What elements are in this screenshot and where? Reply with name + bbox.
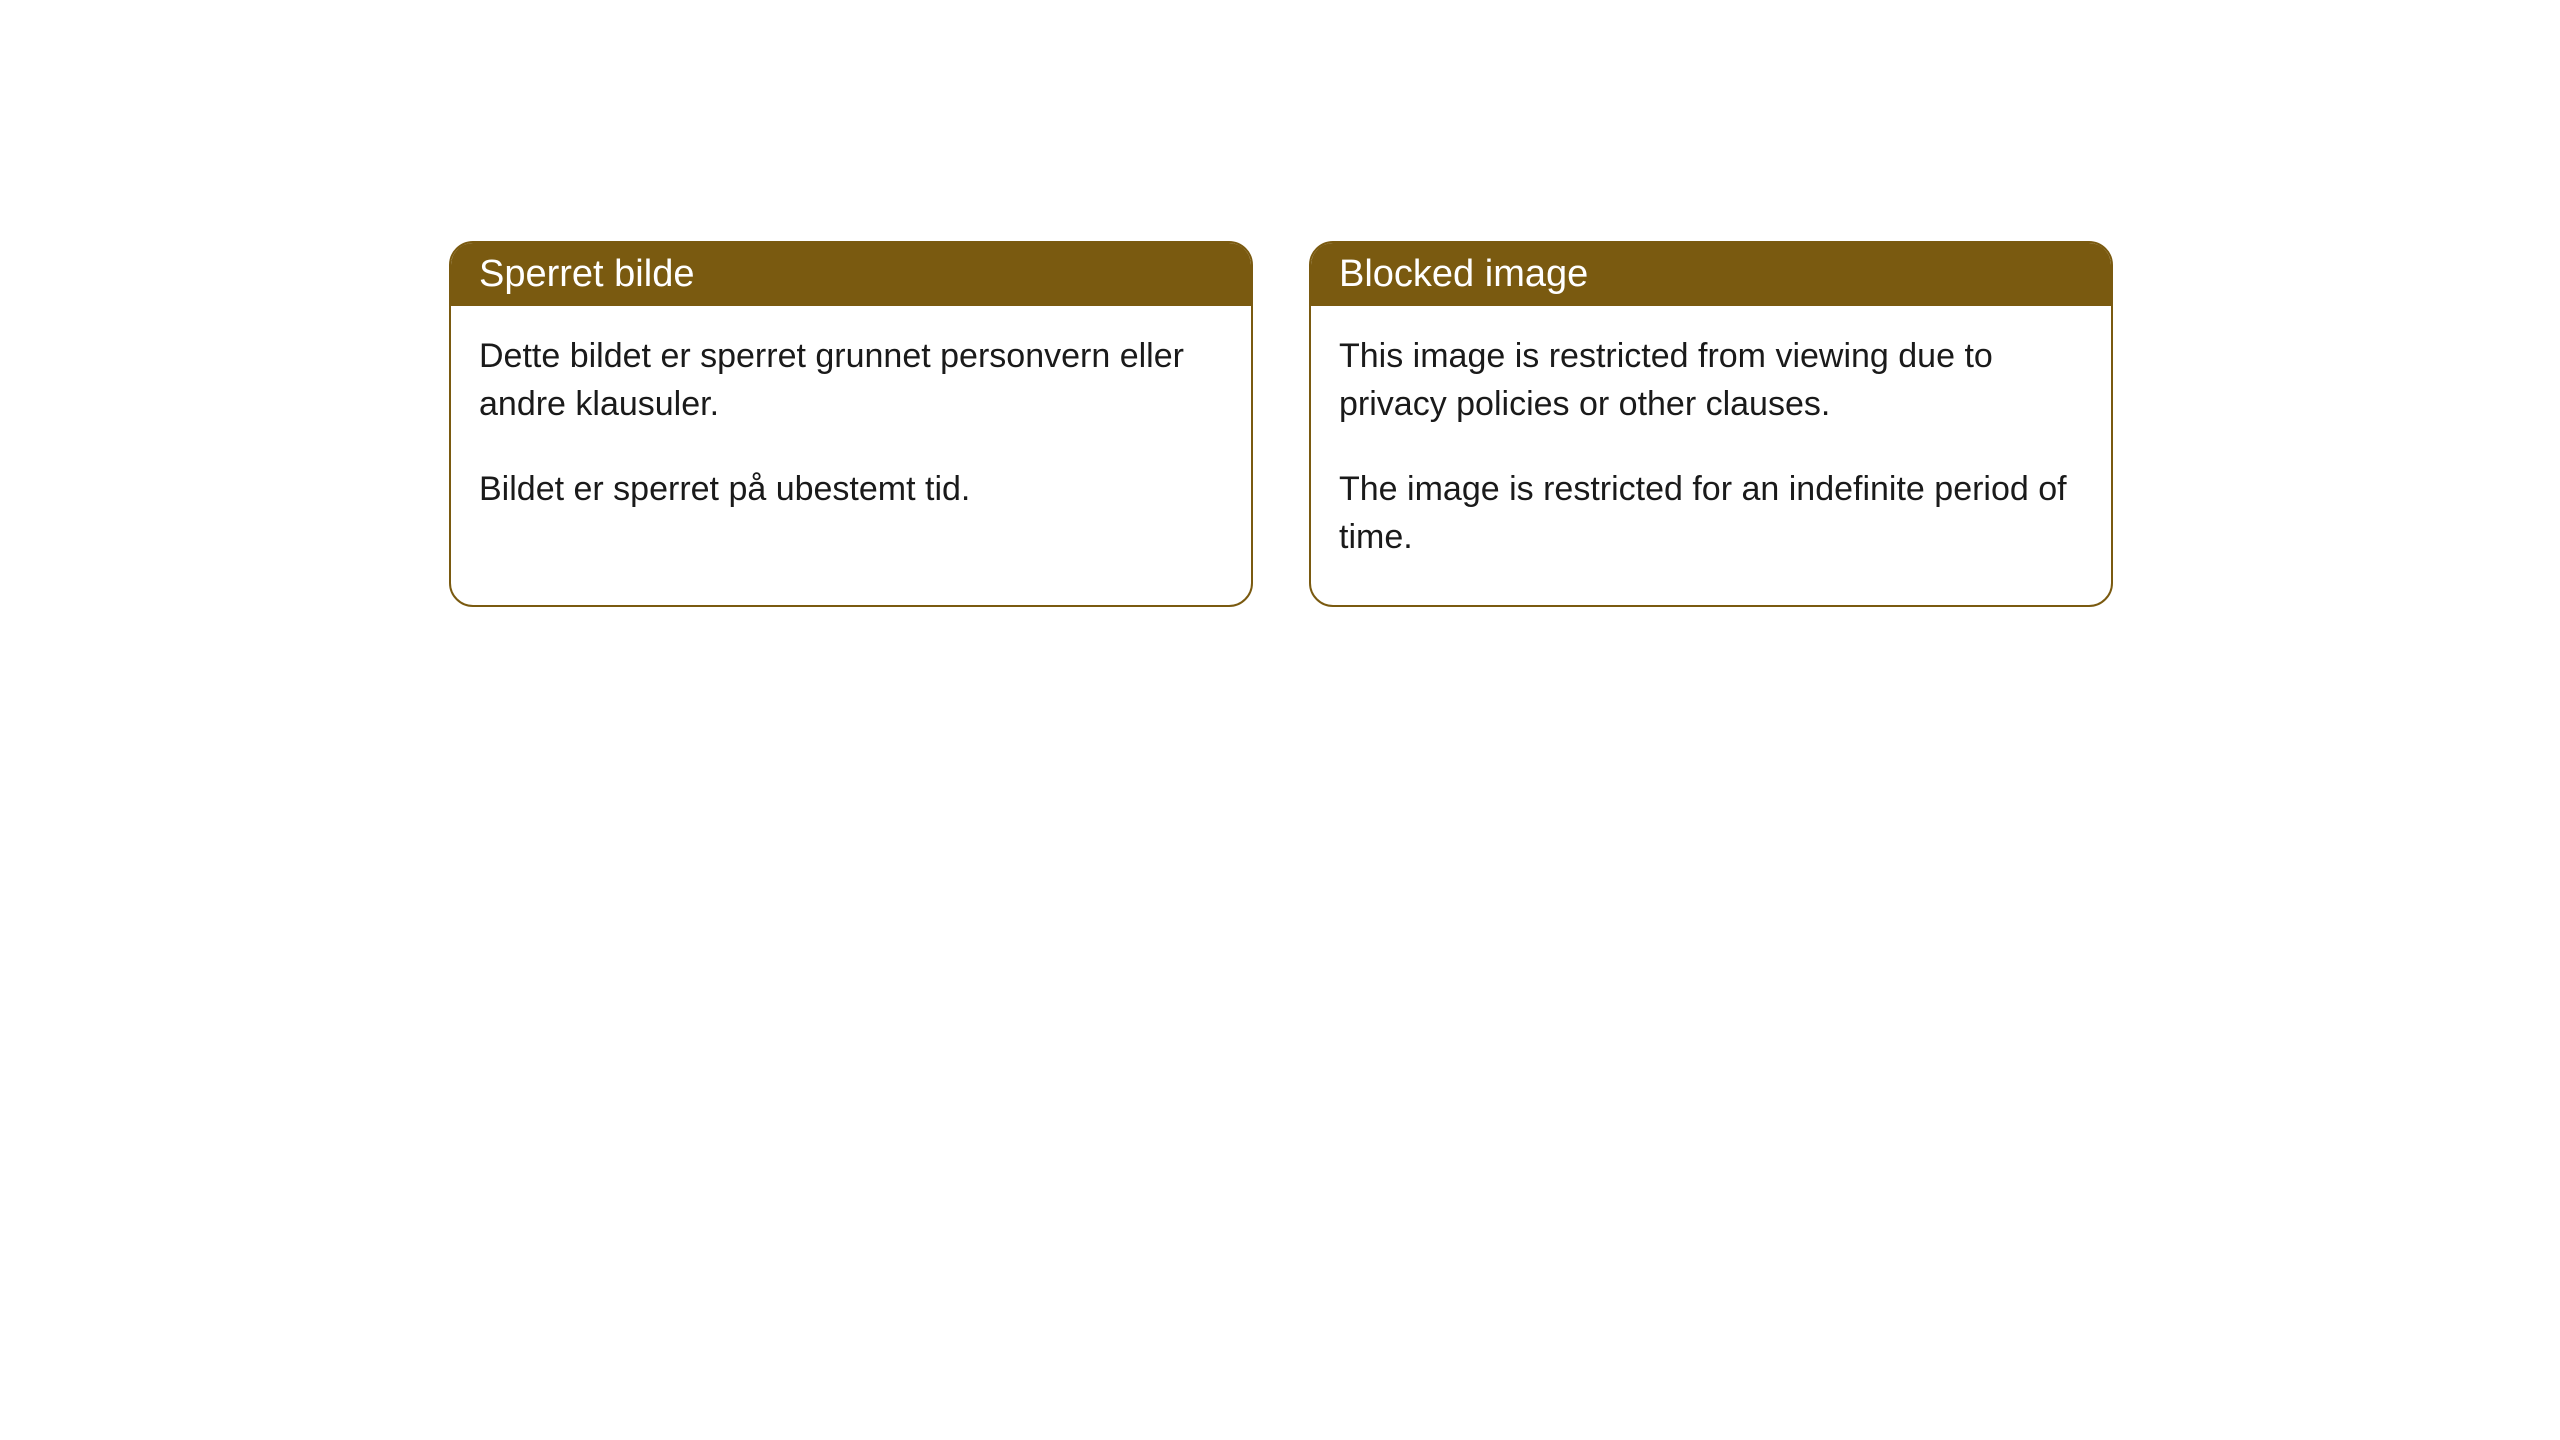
card-body-norwegian: Dette bildet er sperret grunnet personve… bbox=[451, 306, 1251, 557]
blocked-image-card-norwegian: Sperret bilde Dette bildet er sperret gr… bbox=[449, 241, 1253, 607]
notice-cards-container: Sperret bilde Dette bildet er sperret gr… bbox=[0, 0, 2560, 607]
card-header-norwegian: Sperret bilde bbox=[451, 243, 1251, 306]
notice-text-line2: Bildet er sperret på ubestemt tid. bbox=[479, 465, 1223, 513]
blocked-image-card-english: Blocked image This image is restricted f… bbox=[1309, 241, 2113, 607]
notice-text-line1: This image is restricted from viewing du… bbox=[1339, 332, 2083, 429]
card-body-english: This image is restricted from viewing du… bbox=[1311, 306, 2111, 605]
card-header-english: Blocked image bbox=[1311, 243, 2111, 306]
notice-text-line2: The image is restricted for an indefinit… bbox=[1339, 465, 2083, 562]
notice-text-line1: Dette bildet er sperret grunnet personve… bbox=[479, 332, 1223, 429]
